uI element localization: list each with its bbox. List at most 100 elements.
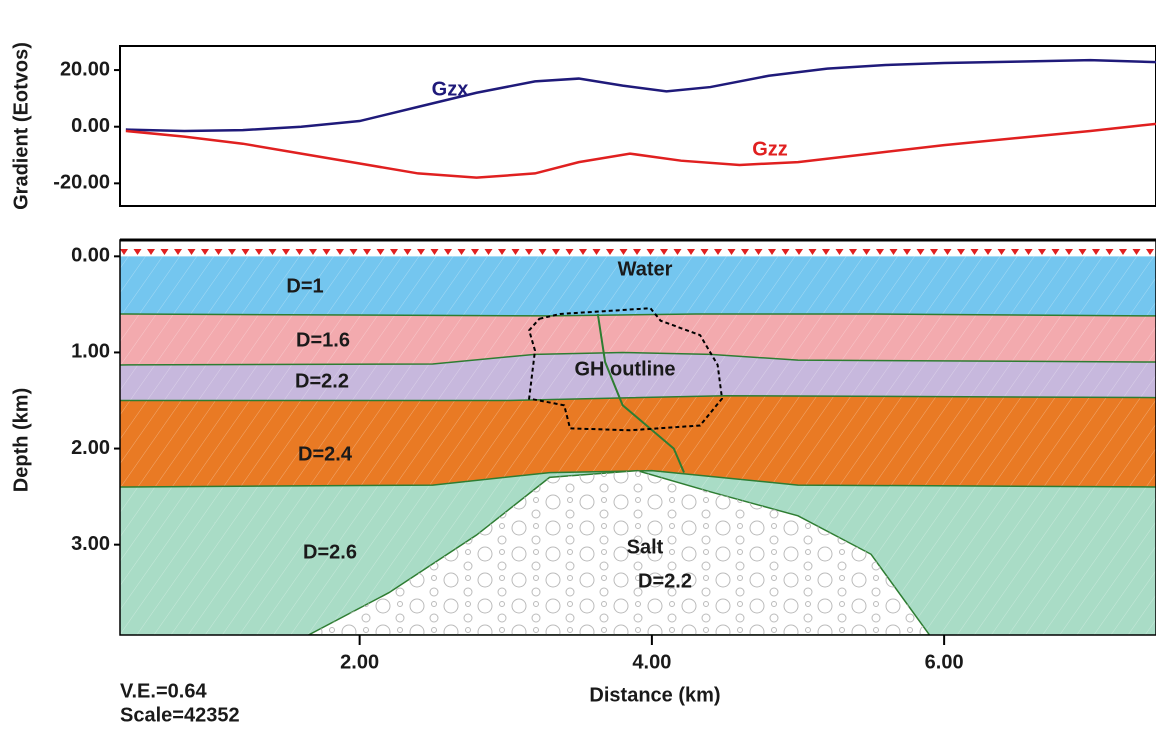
station: [498, 249, 506, 255]
annotation: V.E.=0.64: [120, 680, 207, 702]
station: [930, 249, 938, 255]
station: [727, 249, 736, 255]
station: [957, 249, 965, 255]
station: [970, 249, 979, 255]
station: [1038, 249, 1046, 255]
fault: [596, 313, 685, 473]
station: [673, 249, 682, 255]
y-tick-label: 20.00: [60, 58, 110, 80]
salt-label: D=2.2: [638, 570, 692, 592]
station: [1119, 249, 1127, 255]
station: [889, 249, 898, 255]
station: [768, 249, 776, 255]
station: [1092, 249, 1100, 255]
station: [336, 249, 344, 255]
station: [687, 249, 695, 255]
layer-label: D=1: [286, 275, 323, 297]
y-tick-label: 3.00: [71, 533, 110, 555]
station: [268, 249, 277, 255]
gradient-plot: 20.00 0.00 -20.00 Gzx Gzz: [53, 45, 1156, 207]
station: [1132, 249, 1141, 255]
boundary: [120, 394, 1156, 402]
gh-outline: [528, 307, 724, 432]
station: [484, 249, 493, 255]
station: [579, 249, 587, 255]
station: [754, 249, 763, 255]
layer-label: D=2.6: [303, 541, 357, 563]
station: [1078, 249, 1087, 255]
station: [133, 249, 142, 255]
station: [241, 249, 250, 255]
station: [1024, 249, 1033, 255]
station: [781, 249, 790, 255]
station: [120, 249, 128, 255]
station: [997, 249, 1006, 255]
station: [565, 249, 574, 255]
station: [1146, 249, 1154, 255]
station: [174, 249, 182, 255]
station: [376, 249, 385, 255]
boundary: [120, 469, 1156, 488]
station: [309, 249, 317, 255]
station: [201, 249, 209, 255]
station: [255, 249, 263, 255]
station: [160, 249, 169, 255]
y-tick-label: -20.00: [53, 172, 110, 194]
series-label: Gzx: [432, 78, 469, 100]
station: [187, 249, 196, 255]
station: [903, 249, 911, 255]
station: [646, 249, 655, 255]
station: [147, 249, 155, 255]
station: [795, 249, 803, 255]
station: [984, 249, 992, 255]
layer-label: D=1.6: [296, 329, 350, 351]
station: [457, 249, 466, 255]
salt-name: Salt: [627, 536, 664, 558]
gradient-line: [125, 58, 1156, 133]
x-axis-title: Distance (km): [589, 684, 720, 706]
series-label: Gzz: [752, 138, 788, 160]
station: [444, 249, 452, 255]
station: [417, 249, 425, 255]
station: [228, 249, 236, 255]
station: [430, 249, 439, 255]
station: [1105, 249, 1114, 255]
x-tick-label: 4.00: [632, 651, 671, 673]
station: [538, 249, 547, 255]
gradient-line: [125, 122, 1156, 179]
station: [849, 249, 857, 255]
y-tick-label: 0.00: [71, 245, 110, 267]
station: [700, 249, 709, 255]
station: [390, 249, 398, 255]
layer-name: Water: [618, 258, 673, 280]
lines: [125, 58, 1156, 179]
station: [471, 249, 479, 255]
y-tick-label: 2.00: [71, 437, 110, 459]
y-axis-title: Depth (km): [10, 388, 32, 492]
station: [1051, 249, 1060, 255]
station: [511, 249, 520, 255]
station: [552, 249, 560, 255]
station: [633, 249, 641, 255]
annotation: Scale=42352: [120, 704, 240, 726]
station: [525, 249, 533, 255]
plot-frame: [119, 45, 1156, 207]
layer-label: D=2.4: [298, 443, 353, 465]
station: [619, 249, 628, 255]
station: [862, 249, 871, 255]
station: [295, 249, 304, 255]
station: [606, 249, 614, 255]
station: [876, 249, 884, 255]
station: [592, 249, 601, 255]
layer-hatch: [120, 314, 1156, 365]
x-tick-label: 2.00: [340, 651, 379, 673]
section-plot: D=1 D=1.6 D=2.2 D=2.4 D=2.6 Water Salt D=2.2 GH …: [71, 238, 1156, 673]
station: [322, 249, 331, 255]
boundary: [120, 313, 1156, 317]
layer-hatch: [120, 256, 1156, 316]
station: [349, 249, 358, 255]
x-tick-label: 6.00: [925, 651, 964, 673]
station: [1011, 249, 1019, 255]
station: [741, 249, 749, 255]
